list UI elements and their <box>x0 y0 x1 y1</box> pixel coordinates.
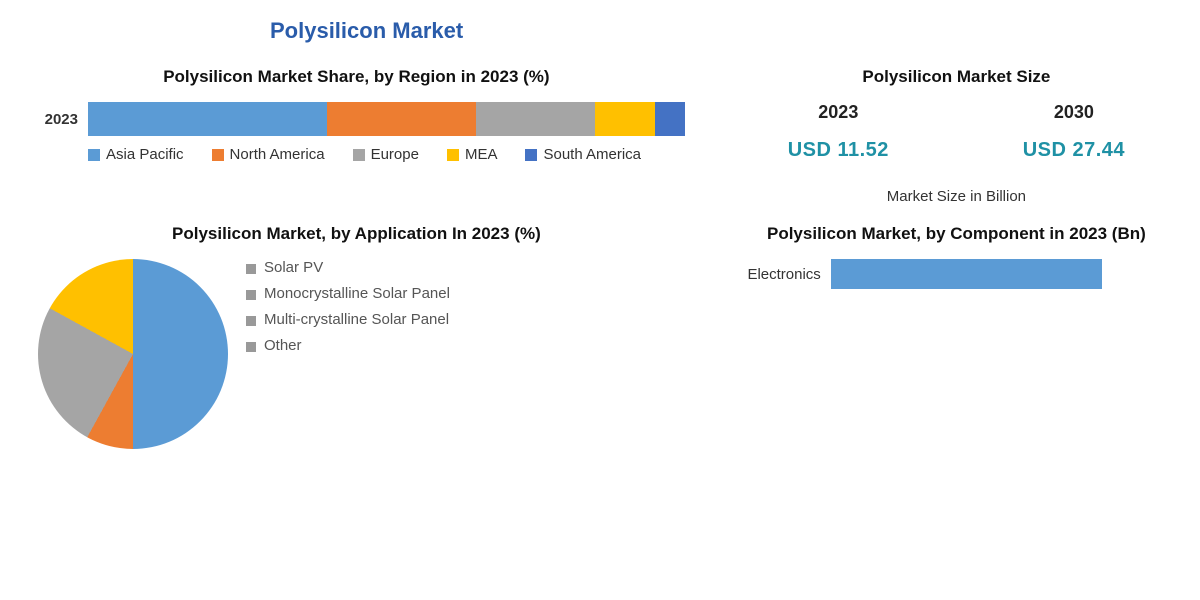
market-size-value: USD 27.44 <box>1023 139 1125 162</box>
legend-item: Other <box>246 337 450 355</box>
region-stacked-row: 2023 <box>28 102 685 136</box>
component-bar <box>831 259 1102 289</box>
legend-swatch <box>525 149 537 161</box>
market-size-title: Polysilicon Market Size <box>721 66 1192 88</box>
region-share-title: Polysilicon Market Share, by Region in 2… <box>28 66 685 88</box>
legend-label: South America <box>543 146 641 163</box>
application-pie-wrap: Solar PV Monocrystalline Solar Panel Multi… <box>28 259 685 449</box>
region-year-label: 2023 <box>28 111 88 128</box>
legend-swatch <box>447 149 459 161</box>
application-pie <box>38 259 228 449</box>
component-bar-track <box>831 259 1192 289</box>
legend-label: Europe <box>371 146 419 163</box>
legend-label: Other <box>264 337 302 355</box>
page-title: Polysilicon Market <box>270 18 1180 44</box>
application-title: Polysilicon Market, by Application In 20… <box>28 223 685 245</box>
application-panel: Polysilicon Market, by Application In 20… <box>20 219 693 453</box>
region-segment <box>327 102 476 136</box>
market-size-columns: 2023 USD 11.52 2030 USD 27.44 <box>721 102 1192 162</box>
legend-item: Monocrystalline Solar Panel <box>246 285 450 303</box>
legend-swatch <box>246 290 256 300</box>
legend-item: Multi-crystalline Solar Panel <box>246 311 450 329</box>
legend-label: Monocrystalline Solar Panel <box>264 285 450 303</box>
market-size-column: 2023 USD 11.52 <box>788 102 889 162</box>
legend-swatch <box>212 149 224 161</box>
legend-item: Solar PV <box>246 259 450 277</box>
legend-item: South America <box>525 146 641 163</box>
legend-swatch <box>246 264 256 274</box>
component-title: Polysilicon Market, by Component in 2023… <box>721 223 1192 245</box>
legend-label: North America <box>230 146 325 163</box>
component-category-label: Electronics <box>721 266 831 283</box>
legend-label: Solar PV <box>264 259 323 277</box>
market-size-year: 2030 <box>1023 102 1125 123</box>
legend-swatch <box>88 149 100 161</box>
market-size-footer: Market Size in Billion <box>721 188 1192 205</box>
component-panel: Polysilicon Market, by Component in 2023… <box>713 219 1200 453</box>
legend-item: Asia Pacific <box>88 146 184 163</box>
market-size-year: 2023 <box>788 102 889 123</box>
legend-swatch <box>246 316 256 326</box>
legend-label: MEA <box>465 146 498 163</box>
application-legend: Solar PV Monocrystalline Solar Panel Multi… <box>246 259 450 363</box>
region-share-panel: Polysilicon Market Share, by Region in 2… <box>20 62 693 209</box>
region-stacked-bar <box>88 102 685 136</box>
region-legend: Asia Pacific North America Europe MEA South … <box>28 146 685 169</box>
region-segment <box>655 102 685 136</box>
region-segment <box>88 102 327 136</box>
legend-swatch <box>353 149 365 161</box>
legend-item: North America <box>212 146 325 163</box>
market-size-panel: Polysilicon Market Size 2023 USD 11.52 203… <box>713 62 1200 209</box>
region-segment <box>595 102 655 136</box>
legend-swatch <box>246 342 256 352</box>
legend-label: Asia Pacific <box>106 146 184 163</box>
market-size-value: USD 11.52 <box>788 139 889 162</box>
legend-item: MEA <box>447 146 498 163</box>
component-bar-row: Electronics <box>721 259 1192 289</box>
chart-grid: Polysilicon Market Share, by Region in 2… <box>20 62 1180 453</box>
component-bars: Electronics <box>721 259 1192 289</box>
legend-label: Multi-crystalline Solar Panel <box>264 311 449 329</box>
region-segment <box>476 102 595 136</box>
legend-item: Europe <box>353 146 419 163</box>
market-size-column: 2030 USD 27.44 <box>1023 102 1125 162</box>
